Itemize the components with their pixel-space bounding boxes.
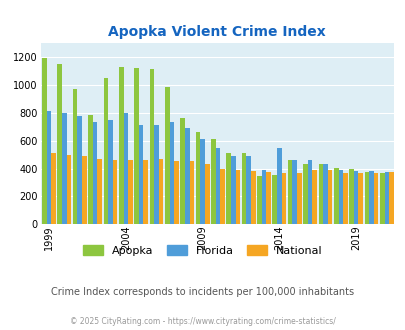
Bar — [185, 128, 189, 224]
Bar — [373, 173, 377, 224]
Bar — [277, 148, 281, 224]
Title: Apopka Violent Crime Index: Apopka Violent Crime Index — [108, 25, 325, 39]
Bar — [113, 160, 117, 224]
Bar — [312, 170, 316, 224]
Bar — [281, 173, 286, 224]
Bar — [119, 67, 123, 224]
Bar — [220, 169, 224, 224]
Bar — [342, 173, 347, 224]
Bar — [200, 139, 205, 224]
Bar — [62, 113, 66, 224]
Bar — [322, 164, 327, 224]
Bar — [364, 172, 368, 224]
Bar — [103, 78, 108, 224]
Legend: Apopka, Florida, National: Apopka, Florida, National — [79, 241, 326, 260]
Bar — [154, 125, 158, 224]
Bar — [128, 160, 132, 224]
Bar — [272, 175, 277, 224]
Bar — [327, 170, 332, 224]
Bar — [250, 171, 255, 224]
Bar — [158, 159, 163, 224]
Bar — [333, 168, 338, 224]
Bar — [47, 111, 51, 224]
Bar — [307, 160, 312, 224]
Bar — [205, 164, 209, 224]
Bar — [303, 164, 307, 224]
Bar — [108, 120, 113, 224]
Bar — [296, 173, 301, 224]
Bar — [88, 115, 93, 224]
Bar — [368, 171, 373, 224]
Bar — [235, 170, 240, 224]
Bar — [215, 148, 220, 224]
Bar — [195, 132, 200, 224]
Bar — [72, 89, 77, 224]
Bar — [169, 122, 174, 224]
Bar — [226, 153, 230, 224]
Bar — [348, 169, 353, 224]
Bar — [82, 156, 86, 224]
Bar — [292, 160, 296, 224]
Bar — [51, 153, 56, 224]
Bar — [97, 159, 102, 224]
Bar — [379, 173, 384, 224]
Bar — [256, 176, 261, 224]
Bar — [143, 160, 148, 224]
Bar — [384, 172, 388, 224]
Text: © 2025 CityRating.com - https://www.cityrating.com/crime-statistics/: © 2025 CityRating.com - https://www.city… — [70, 317, 335, 326]
Bar — [93, 122, 97, 224]
Bar — [318, 164, 322, 224]
Bar — [42, 58, 47, 224]
Bar — [261, 170, 266, 224]
Bar — [66, 154, 71, 224]
Bar — [358, 174, 362, 224]
Text: Crime Index corresponds to incidents per 100,000 inhabitants: Crime Index corresponds to incidents per… — [51, 287, 354, 297]
Bar — [189, 161, 194, 224]
Bar — [139, 125, 143, 224]
Bar — [230, 156, 235, 224]
Bar — [266, 172, 270, 224]
Bar — [246, 156, 250, 224]
Bar — [123, 113, 128, 224]
Bar — [211, 139, 215, 224]
Bar — [77, 116, 82, 224]
Bar — [287, 160, 292, 224]
Bar — [353, 171, 358, 224]
Bar — [388, 172, 393, 224]
Bar — [241, 153, 246, 224]
Bar — [164, 87, 169, 224]
Bar — [58, 64, 62, 224]
Bar — [338, 170, 342, 224]
Bar — [149, 69, 154, 224]
Bar — [134, 68, 139, 224]
Bar — [174, 161, 178, 224]
Bar — [180, 118, 185, 224]
